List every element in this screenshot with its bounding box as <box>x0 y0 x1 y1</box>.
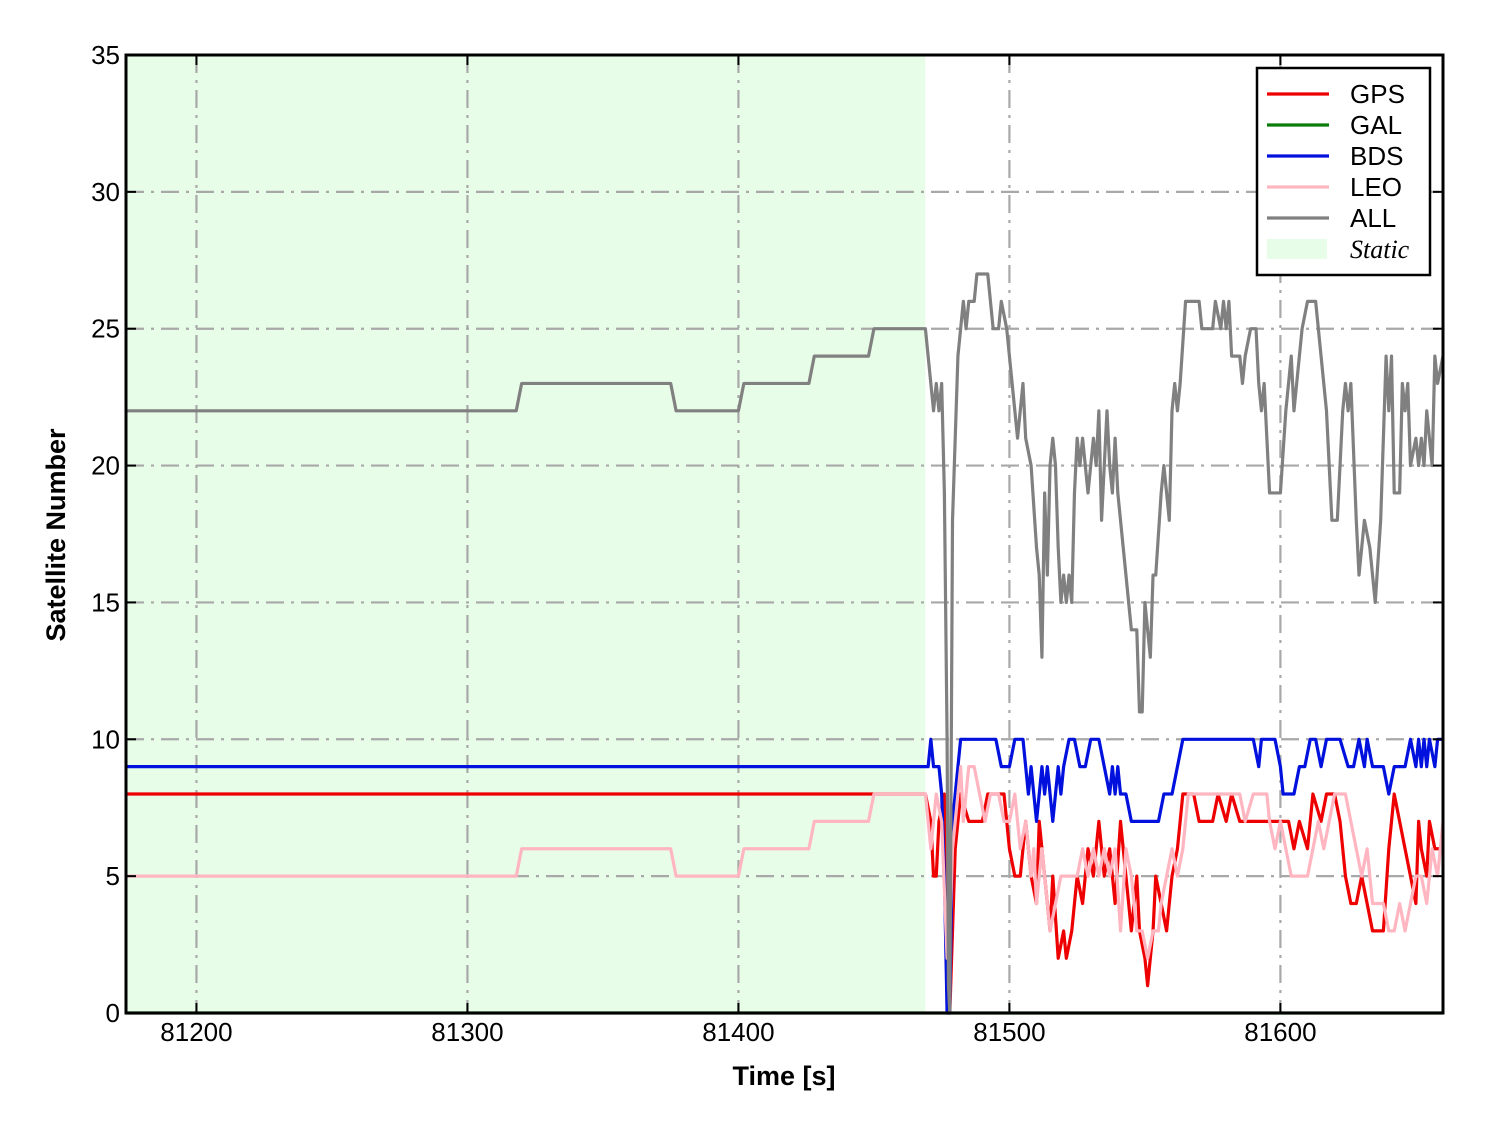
series-line-leo <box>126 765 1445 960</box>
y-tick-label: 20 <box>91 451 120 481</box>
legend-swatch-static <box>1267 239 1327 259</box>
y-axis-title: Satellite Number <box>41 428 71 642</box>
y-tick-label: 15 <box>91 587 120 617</box>
static-region-layer <box>126 55 926 1013</box>
y-tick-label: 0 <box>106 998 120 1028</box>
ticks-layer: 81200 81300 81400 81500 81600 0 5 10 15 20 25 30 35 <box>91 40 1443 1047</box>
legend-label-gps: GPS <box>1350 79 1405 109</box>
x-axis-title: Time [s] <box>732 1061 835 1091</box>
x-tick-label: 81600 <box>1244 1017 1316 1047</box>
legend-label-bds: BDS <box>1350 141 1403 171</box>
legend-label-leo: LEO <box>1350 172 1402 202</box>
static-region <box>126 55 926 1013</box>
legend-label-static: Static <box>1350 235 1410 264</box>
series-line-bds <box>126 737 1443 1015</box>
x-tick-label: 81300 <box>431 1017 503 1047</box>
series-line-all <box>126 272 1445 1015</box>
x-tick-label: 81500 <box>973 1017 1045 1047</box>
x-tick-label: 81200 <box>160 1017 232 1047</box>
y-tick-label: 35 <box>91 40 120 70</box>
y-tick-label: 30 <box>91 177 120 207</box>
y-tick-label: 10 <box>91 724 120 754</box>
plot-frame <box>124 53 1445 1015</box>
x-tick-label: 81400 <box>702 1017 774 1047</box>
y-tick-label: 25 <box>91 314 120 344</box>
legend-label-all: ALL <box>1350 203 1396 233</box>
y-tick-label: 5 <box>106 861 120 891</box>
legend-label-gal: GAL <box>1350 110 1402 140</box>
